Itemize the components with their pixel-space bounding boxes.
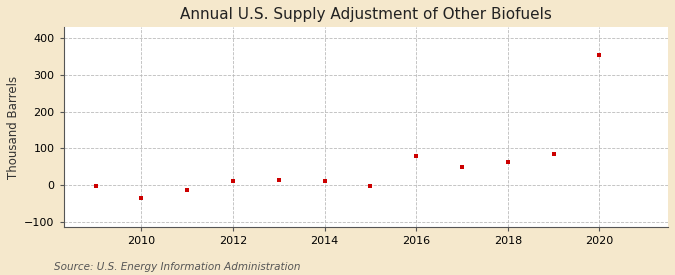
Title: Annual U.S. Supply Adjustment of Other Biofuels: Annual U.S. Supply Adjustment of Other B…	[180, 7, 551, 22]
Point	[456, 164, 467, 169]
Y-axis label: Thousand Barrels: Thousand Barrels	[7, 76, 20, 179]
Point	[90, 183, 101, 188]
Point	[502, 160, 513, 164]
Point	[182, 188, 192, 192]
Point	[319, 179, 330, 183]
Point	[365, 184, 376, 188]
Point	[273, 178, 284, 183]
Point	[594, 53, 605, 57]
Point	[548, 152, 559, 156]
Point	[411, 153, 422, 158]
Point	[227, 179, 238, 183]
Point	[136, 196, 146, 200]
Text: Source: U.S. Energy Information Administration: Source: U.S. Energy Information Administ…	[54, 262, 300, 272]
